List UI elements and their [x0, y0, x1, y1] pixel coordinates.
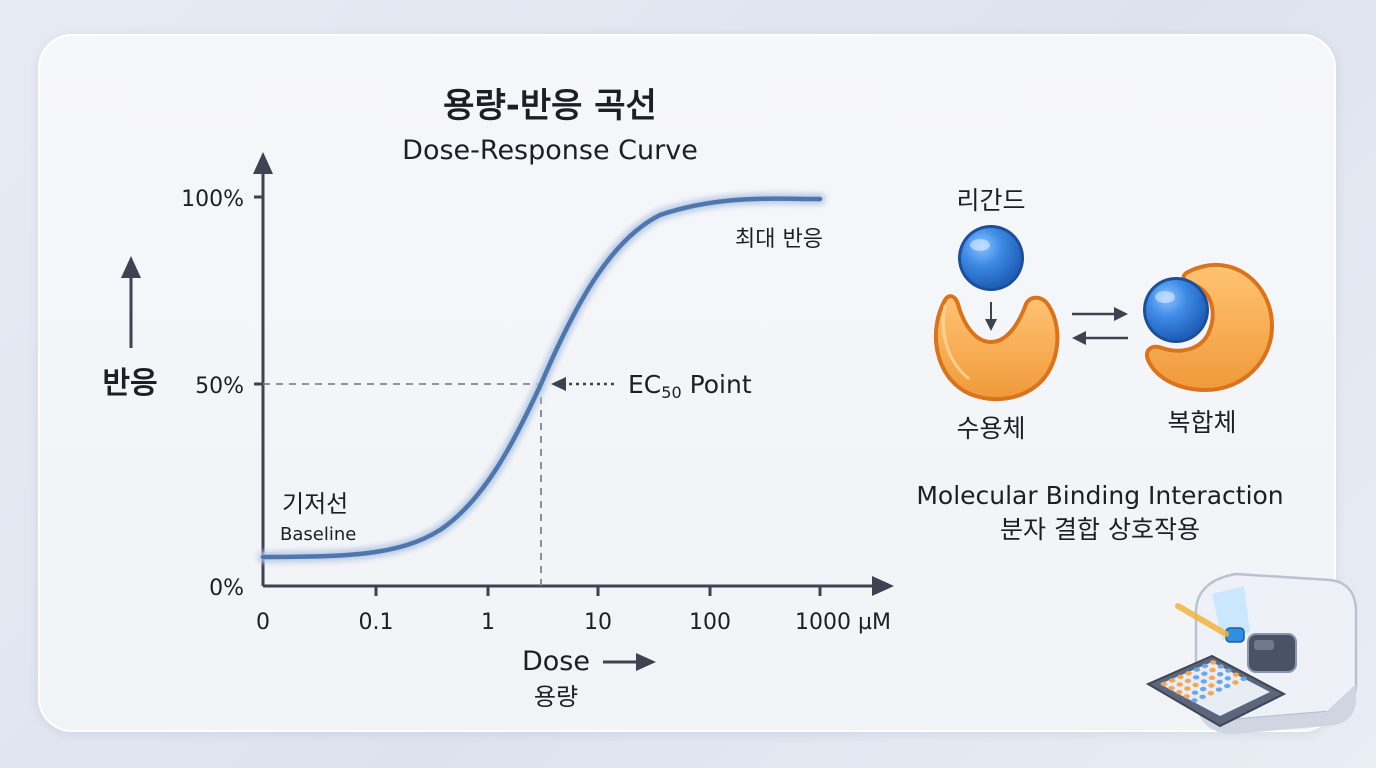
baseline-label-ko: 기저선	[282, 490, 348, 518]
plate-well	[1176, 682, 1184, 687]
x-tick-1000: 1000 µM	[795, 610, 891, 635]
plate-well	[1207, 691, 1215, 696]
plate-well	[1160, 681, 1168, 687]
ligand-label: 리간드	[956, 186, 1025, 215]
plate-well	[1232, 672, 1240, 677]
plate-well	[1208, 683, 1215, 688]
ligand-ball	[958, 225, 1024, 291]
plate-well	[1224, 683, 1231, 689]
plate-well	[1201, 671, 1208, 676]
plate-well	[1183, 694, 1191, 699]
plate-well	[1199, 694, 1206, 699]
x-axis-label-arrow	[603, 653, 656, 671]
y-tick-100: 100%	[181, 187, 244, 212]
y-axis-label-arrow	[121, 256, 141, 348]
binding-caption-ko: 분자 결합 상호작용	[1000, 515, 1200, 544]
plate-well	[1217, 664, 1225, 669]
y-axis	[253, 152, 273, 586]
plate-well	[1224, 676, 1232, 681]
x-tick-10: 10	[584, 610, 612, 635]
title-english: Dose-Response Curve	[402, 135, 698, 166]
plate-well	[1193, 667, 1201, 672]
plate-well	[1225, 668, 1232, 673]
x-tick-100: 100	[689, 610, 731, 635]
plate-reader-icon	[1145, 572, 1358, 734]
plate-well	[1168, 685, 1175, 691]
plate-well	[1177, 674, 1184, 679]
bound-ligand-ball	[1143, 277, 1209, 343]
plate-well	[1191, 698, 1198, 703]
x-tick-0: 0	[256, 610, 270, 635]
plate-well	[1208, 675, 1216, 680]
plate-well	[1240, 676, 1247, 681]
binding-down-arrow	[985, 302, 997, 331]
baseline-label-en: Baseline	[280, 524, 356, 545]
x-tick-0-1: 0.1	[359, 610, 394, 635]
plate-well	[1193, 675, 1200, 680]
complex-label: 복합체	[1167, 408, 1236, 437]
plate-well	[1232, 680, 1239, 685]
ec50-pointer	[551, 377, 614, 391]
plate-well	[1210, 660, 1217, 665]
equilibrium-arrows	[1072, 307, 1128, 345]
plate-well	[1209, 667, 1216, 673]
ec50-subscript: 50	[661, 383, 681, 402]
ec50-label: EC50 Point	[628, 370, 752, 402]
y-tick-50: 50%	[195, 374, 244, 399]
plate-well	[1215, 687, 1223, 692]
dose-response-curve	[257, 193, 826, 563]
complex-shape	[1145, 262, 1274, 392]
plate-well	[1185, 671, 1192, 676]
plate-well	[1191, 690, 1199, 695]
x-tick-1: 1	[481, 610, 495, 635]
title-korean: 용량-반응 곡선	[443, 86, 657, 126]
binding-caption-en: Molecular Binding Interaction	[916, 481, 1283, 510]
well-plate-grid	[1160, 660, 1247, 703]
plate-well	[1184, 678, 1192, 684]
plate-well	[1169, 678, 1176, 683]
plate-well	[1184, 686, 1191, 691]
plate-well	[1216, 679, 1223, 685]
ec50-suffix: Point	[682, 370, 752, 399]
plate-well	[1176, 690, 1183, 695]
plate-well	[1201, 663, 1209, 669]
x-axis-label-ko: 용량	[534, 683, 578, 711]
y-tick-0: 0%	[209, 576, 244, 601]
x-axis-label-en: Dose	[522, 646, 590, 677]
plate-well	[1200, 679, 1208, 684]
plate-well	[1200, 686, 1207, 692]
plate-well	[1217, 672, 1224, 677]
receptor-label: 수용체	[956, 414, 1025, 443]
ec50-prefix: EC	[628, 370, 661, 399]
plate-well	[1192, 682, 1199, 688]
receptor-shape	[933, 294, 1060, 402]
y-axis-label: 반응	[102, 366, 157, 401]
max-response-label: 최대 반응	[735, 227, 823, 252]
x-axis	[263, 576, 894, 596]
